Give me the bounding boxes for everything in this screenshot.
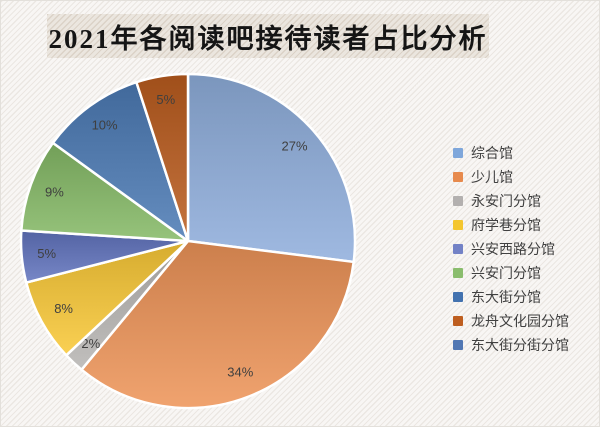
legend-label: 府学巷分馆 — [471, 217, 541, 233]
legend-label: 东大街分街分馆 — [471, 337, 569, 353]
legend-swatch-icon — [453, 172, 463, 182]
legend-swatch-icon — [453, 268, 463, 278]
pie-slice-label: 8% — [54, 301, 73, 316]
pie-slice-5 — [20, 141, 190, 243]
legend-label: 兴安西路分馆 — [471, 241, 555, 257]
legend-label: 综合馆 — [471, 145, 513, 161]
legend-swatch-icon — [453, 196, 463, 206]
pie-slice-label: 10% — [92, 118, 118, 133]
legend-swatch-icon — [453, 292, 463, 302]
pie-slice-label: 27% — [281, 139, 307, 154]
legend-swatch-icon — [453, 340, 463, 350]
legend-item-1: 少儿馆 — [453, 165, 569, 189]
legend-swatch-icon — [453, 316, 463, 326]
pie-slice-0 — [186, 72, 357, 264]
pie-slice-label: 9% — [45, 184, 64, 199]
pie-slice-6 — [51, 80, 190, 243]
legend-item-8: 东大街分街分馆 — [453, 333, 569, 357]
legend-item-5: 兴安门分馆 — [453, 261, 569, 285]
pie-slice-7 — [135, 72, 190, 243]
legend-item-6: 东大街分馆 — [453, 285, 569, 309]
legend-swatch-icon — [453, 148, 463, 158]
chart-legend: 综合馆少儿馆永安门分馆府学巷分馆兴安西路分馆 兴安门分馆东大街分馆龙舟文化园分馆东… — [453, 141, 569, 357]
legend-label: 永安门分馆 — [471, 193, 541, 209]
legend-item-2: 永安门分馆 — [453, 189, 569, 213]
pie-slice-label: 34% — [227, 364, 253, 379]
legend-swatch-icon — [453, 244, 463, 254]
legend-item-0: 综合馆 — [453, 141, 569, 165]
chart-title-box: 2021年各阅读吧接待读者占比分析 — [47, 14, 489, 58]
legend-item-4: 兴安西路分馆 — [453, 237, 569, 261]
pie-slice-label: 2% — [81, 336, 100, 351]
legend-label: 东大街分馆 — [471, 289, 541, 305]
legend-item-7: 龙舟文化园分馆 — [453, 309, 569, 333]
chart-title: 2021年各阅读吧接待读者占比分析 — [48, 23, 488, 54]
pie-slice-label: 5% — [37, 246, 56, 261]
legend-item-3: 府学巷分馆 — [453, 213, 569, 237]
legend-swatch-icon — [453, 220, 463, 230]
legend-label: 少儿馆 — [471, 169, 513, 185]
pie-slice-label: 5% — [156, 92, 175, 107]
legend-label: 龙舟文化园分馆 — [471, 313, 569, 329]
legend-label: 兴安门分馆 — [471, 265, 541, 281]
pie-slice-1 — [80, 239, 355, 410]
